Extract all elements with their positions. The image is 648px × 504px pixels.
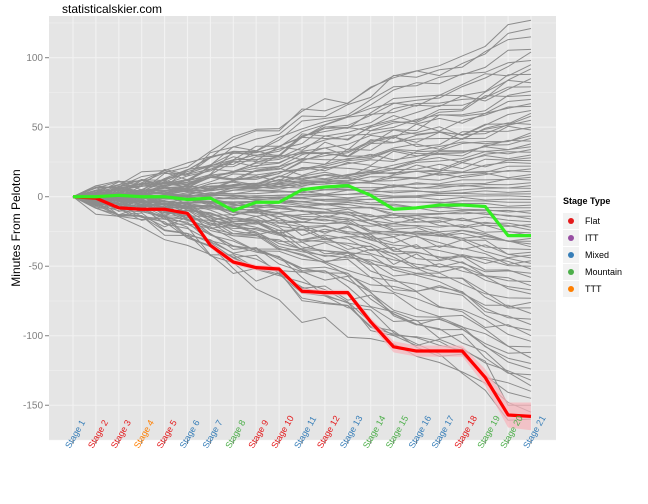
legend-key <box>563 280 579 297</box>
y-tick-label: -50 <box>29 262 44 273</box>
background-series-line <box>72 196 532 413</box>
background-series-line <box>72 135 532 198</box>
legend-label: ITT <box>585 232 599 243</box>
background-series-line <box>72 19 532 198</box>
legend-dot <box>568 285 574 292</box>
background-series-line <box>72 125 532 198</box>
background-series-line <box>72 132 532 198</box>
background-series-line <box>72 196 532 348</box>
highlighted-series-line <box>73 184 531 238</box>
background-series-line <box>72 126 532 198</box>
legend-label: TTT <box>585 283 602 294</box>
background-series-line <box>72 176 532 199</box>
background-series-line <box>72 169 532 198</box>
background-series-line <box>72 64 532 198</box>
background-series-line <box>72 36 532 198</box>
background-series-line <box>72 196 532 342</box>
legend-key <box>563 246 579 263</box>
background-series-line <box>72 196 532 326</box>
legend-item: TTT <box>563 280 622 297</box>
legend-item: Flat <box>563 212 622 229</box>
y-tick-label: 0 <box>37 192 43 203</box>
legend-item: Mountain <box>563 263 622 280</box>
legend-dot <box>568 251 574 258</box>
legend-key <box>563 212 579 229</box>
legend-dot <box>568 268 574 275</box>
background-series-line <box>72 86 532 200</box>
background-series-line <box>72 196 532 255</box>
background-series-line <box>72 196 532 265</box>
highlighted-series-lines <box>72 184 532 418</box>
legend-label: Flat <box>585 215 601 226</box>
legend-title: Stage Type <box>563 196 611 206</box>
y-axis-label: Minutes From Peloton <box>9 169 23 286</box>
background-series-line <box>72 157 532 198</box>
y-tick-label: -150 <box>23 401 43 412</box>
legend-label: Mixed <box>585 249 610 260</box>
legend-label: Mountain <box>585 266 623 277</box>
legend-dot <box>568 217 574 224</box>
legend-key <box>563 263 579 280</box>
y-tick-label: -100 <box>23 331 43 342</box>
legend-item: Mixed <box>563 246 622 263</box>
highlighted-series-line <box>72 195 532 418</box>
legend-key <box>563 229 579 246</box>
background-series-line <box>72 196 532 370</box>
legend-items: Flat ITT Mixed Mountain TTT <box>563 212 622 297</box>
background-series-line <box>72 194 532 266</box>
background-series-line <box>72 196 532 245</box>
y-tick-label: 100 <box>26 53 43 64</box>
background-series-line <box>72 168 532 198</box>
site-title: statisticalskier.com <box>62 2 163 16</box>
background-series-line <box>72 192 532 337</box>
legend: Stage Type Flat ITT Mixed Mountain TTT <box>563 196 622 297</box>
legend-dot <box>568 234 574 241</box>
background-series-line <box>72 105 532 198</box>
y-axis: 100 50 0 -50 -100 -150 <box>23 53 49 412</box>
background-series-lines <box>72 19 532 421</box>
background-series-line <box>72 48 532 198</box>
legend-item: ITT <box>563 229 622 246</box>
background-series-line <box>72 184 532 198</box>
y-tick-label: 50 <box>32 123 44 134</box>
